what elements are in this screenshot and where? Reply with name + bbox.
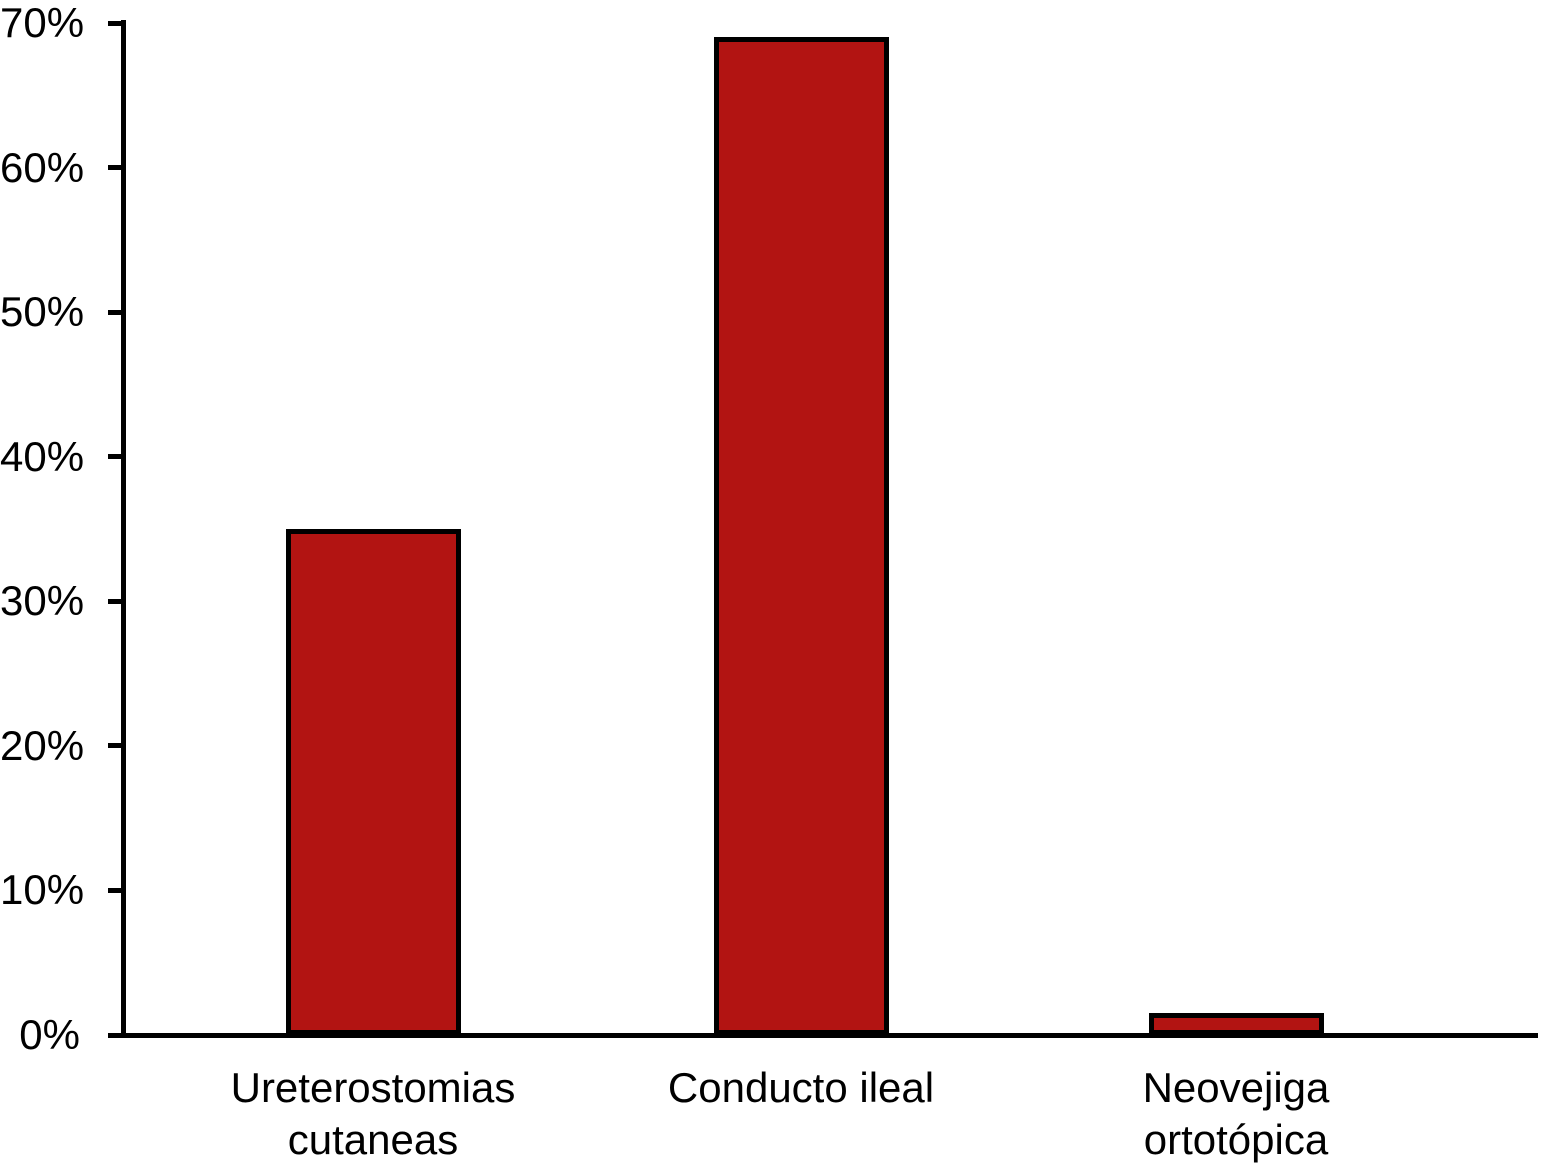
bar-conducto-ileal <box>713 37 889 1035</box>
x-axis-line <box>120 1032 1538 1038</box>
y-axis-tick-label: 0% <box>19 1011 80 1058</box>
x-axis-category-label: Conducto ileal <box>571 1062 1031 1114</box>
y-axis-tick <box>107 1032 121 1038</box>
x-axis-category-label: Ureterostomias cutaneas <box>143 1062 603 1163</box>
y-axis-tick-label: 30% <box>0 577 85 625</box>
y-axis-tick-label: 10% <box>0 866 85 914</box>
y-axis-tick <box>107 309 121 315</box>
x-axis-category-label: Neovejiga ortotópica <box>1006 1062 1466 1163</box>
category-label-line: Ureterostomias <box>230 1064 516 1111</box>
y-axis-tick <box>107 165 121 171</box>
y-axis-tick <box>107 743 121 749</box>
y-axis-tick-label: 60% <box>0 143 85 191</box>
y-axis-tick <box>107 598 121 604</box>
y-axis-line <box>120 20 126 1038</box>
y-axis-tick <box>107 454 121 460</box>
category-label-line: Conducto ileal <box>667 1064 935 1111</box>
category-label-line: Neovejiga <box>1142 1064 1330 1111</box>
y-axis-tick-label: 20% <box>0 721 85 769</box>
bar-ureterostomias-cutaneas <box>285 529 461 1035</box>
y-axis-tick-label: 40% <box>0 432 85 480</box>
category-label-line: cutaneas <box>287 1116 459 1163</box>
category-label-line: ortotópica <box>1143 1116 1329 1163</box>
y-axis-tick <box>107 887 121 893</box>
y-axis-tick-label: 50% <box>0 288 85 336</box>
y-axis-tick-label: 70% <box>0 0 85 46</box>
bar-neovejiga-ortotopica <box>1148 1013 1324 1035</box>
y-axis-tick <box>107 20 121 26</box>
